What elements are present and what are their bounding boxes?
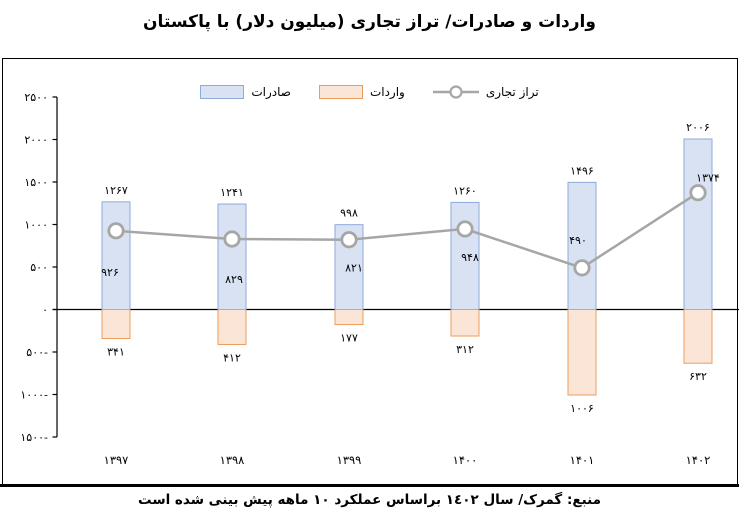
chart-legend: صادرات واردات تراز تجاری: [0, 84, 739, 100]
balance-marker: [689, 184, 707, 202]
balance-value-label: ۹۴۸: [461, 251, 479, 264]
y-tick-label: ۵۰۰: [30, 261, 48, 274]
source-note: منبع: گمرک/ سال ١٤٠٢ براساس عملکرد ١٠ ما…: [138, 492, 601, 508]
chart-title: واردات و صادرات/ تراز تجاری (میلیون دلار…: [143, 12, 596, 32]
balance-value-label: ۱۳۷۴: [696, 172, 720, 185]
balance-value-label: ۸۲۹: [225, 273, 243, 286]
export-bar: [450, 201, 480, 310]
balance-value-label: ۸۲۱: [345, 262, 363, 275]
x-tick-label: ۱۳۹۹: [337, 453, 362, 467]
balance-marker: [107, 222, 125, 240]
imports-swatch-icon: [318, 85, 363, 99]
x-tick-label: ۱۴۰۰: [453, 453, 478, 467]
balance-line: [115, 191, 699, 270]
export-bar: [683, 138, 713, 310]
y-tick-label: ۱۵۰۰: [24, 176, 48, 189]
export-value-label: ۱۲۶۰: [453, 184, 477, 197]
x-tick-label: ۱۴۰۱: [570, 453, 595, 467]
y-tick-label: ۲۰۰۰: [24, 134, 48, 147]
export-value-label: ۱۴۹۶: [570, 164, 594, 177]
balance-value-label: ۹۲۶: [101, 266, 119, 279]
export-bar: [101, 201, 131, 310]
import-bar: [683, 309, 713, 364]
import-bar: [567, 309, 597, 396]
chart-svg: ۲۵۰۰ ۲۰۰۰ ۱۵۰۰ ۱۰۰۰ ۵۰۰ ۰ ۵۰۰- ۱۰۰۰- ۱۵۰۰- ۱۲۶۷ ۱۲…: [20, 91, 739, 467]
legend-exports-label: صادرات: [251, 85, 291, 99]
import-bar: [334, 309, 364, 326]
legend-imports-label: واردات: [369, 85, 405, 99]
exports-swatch-icon: [200, 85, 245, 99]
balance-marker: [223, 230, 241, 248]
balance-value-label: ۴۹۰: [569, 234, 587, 247]
legend-item-balance: تراز تجاری: [432, 84, 539, 100]
export-value-label: ۲۰۰۶: [686, 121, 710, 134]
legend-item-exports: صادرات: [200, 85, 291, 99]
y-tick-label: ۱۵۰۰-: [20, 431, 48, 444]
export-value-label: ۹۹۸: [340, 207, 358, 220]
export-bar: [217, 203, 247, 310]
y-tick-label: ۰: [42, 304, 48, 317]
footer-divider: [0, 484, 739, 487]
export-value-label: ۱۲۴۱: [220, 186, 244, 199]
y-tick-label: ۱۰۰۰: [24, 219, 48, 232]
y-tick-label: ۵۰۰-: [26, 346, 48, 359]
balance-marker: [573, 259, 591, 277]
x-tick-label: ۱۴۰۲: [686, 453, 711, 467]
import-bar: [101, 309, 131, 339]
import-value-label: ۱۰۰۶: [570, 402, 594, 415]
import-value-label: ۴۱۲: [223, 352, 241, 365]
legend-item-imports: واردات: [318, 85, 405, 99]
export-value-label: ۱۲۶۷: [104, 184, 128, 197]
export-bar: [567, 181, 597, 310]
import-value-label: ۱۷۷: [340, 332, 358, 345]
x-tick-label: ۱۳۹۷: [104, 453, 129, 467]
import-bar: [217, 309, 247, 346]
legend-balance-label: تراز تجاری: [485, 85, 539, 99]
y-tick-label: ۲۵۰۰: [24, 91, 48, 104]
x-tick-label: ۱۳۹۸: [220, 453, 245, 467]
balance-line-marker-icon: [432, 85, 479, 99]
import-bar: [450, 309, 480, 337]
import-value-label: ۳۴۱: [107, 345, 125, 358]
import-value-label: ۶۳۲: [689, 370, 707, 383]
balance-marker: [456, 220, 474, 238]
y-tick-label: ۱۰۰۰-: [20, 389, 48, 402]
balance-marker: [340, 231, 358, 249]
import-value-label: ۳۱۲: [456, 343, 474, 356]
